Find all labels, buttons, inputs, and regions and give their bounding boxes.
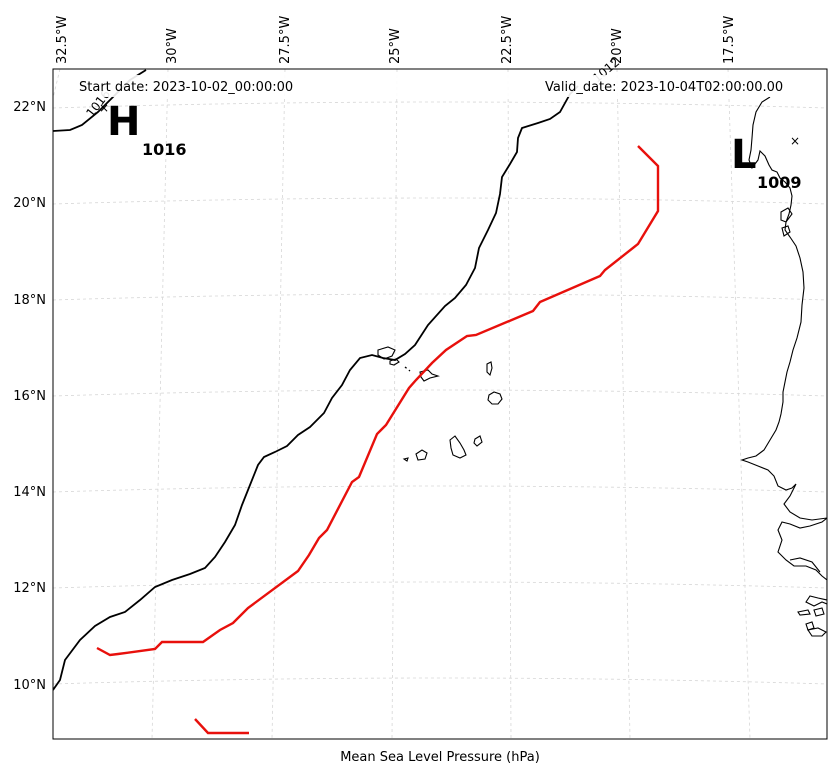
- header-background: [68, 75, 828, 97]
- low-pressure-value: 1009: [757, 173, 802, 192]
- cape-verde-island: [449, 435, 467, 459]
- coastal-island: [805, 621, 815, 631]
- lat-label: 10°N: [13, 678, 46, 693]
- lat-label: 12°N: [13, 581, 46, 596]
- cape-verde-island: [415, 449, 428, 461]
- cape-verde-island: [419, 369, 440, 382]
- gridline-lon: [616, 69, 631, 739]
- cape-verde-island: [487, 391, 503, 405]
- coastal-island: [781, 225, 791, 237]
- high-center-marker: ×: [99, 101, 109, 115]
- cape-verde-island: [473, 435, 483, 447]
- gridline-lat: [53, 677, 827, 685]
- gridline-lat: [53, 101, 827, 109]
- start-date-label: Start date: 2023-10-02_00:00:00: [79, 80, 293, 95]
- gridline-lon: [727, 69, 751, 739]
- lon-label: 22.5°W: [500, 16, 515, 64]
- gridline-lon: [151, 69, 169, 739]
- lon-label: 25°W: [388, 28, 403, 64]
- lon-label: 17.5°W: [722, 16, 737, 64]
- cape-verde-island: [402, 457, 409, 462]
- cape-verde-island: [377, 346, 396, 360]
- x-axis-label: Mean Sea Level Pressure (hPa): [340, 750, 540, 765]
- high-pressure-letter: H: [107, 99, 140, 145]
- cape-verde-island: [486, 361, 493, 377]
- high-pressure-value: 1016: [142, 140, 187, 159]
- valid-date-label: Valid_date: 2023-10-04T02:00:00.00: [545, 80, 783, 95]
- low-center-marker: ×: [790, 134, 800, 148]
- gridline-lat: [53, 581, 827, 589]
- lon-label: 20°W: [610, 28, 625, 64]
- gridline-lat: [53, 293, 827, 301]
- lat-label: 16°N: [13, 389, 46, 404]
- isobar-main: [53, 85, 579, 691]
- gridline-lat: [53, 389, 827, 397]
- coastal-island: [807, 627, 827, 637]
- african-coastline: [740, 96, 827, 607]
- lat-label: 22°N: [13, 100, 46, 115]
- lon-label: 27.5°W: [278, 16, 293, 64]
- coastal-island: [797, 609, 811, 616]
- low-pressure-letter: L: [731, 132, 757, 178]
- lat-label: 14°N: [13, 485, 46, 500]
- longitude-labels: 32.5°W 30°W 27.5°W 25°W 22.5°W 20°W 17.5…: [55, 16, 737, 64]
- african-coastline-inner: [789, 557, 821, 573]
- lat-label: 18°N: [13, 293, 46, 308]
- isobar-highlight: [96, 145, 660, 657]
- lat-label: 20°N: [13, 196, 46, 211]
- coastlines: [377, 96, 827, 637]
- gridline-lon: [53, 69, 61, 99]
- map-frame: [52, 68, 828, 740]
- lon-label: 32.5°W: [55, 16, 70, 64]
- gridline-lat: [53, 197, 827, 205]
- isobars: [53, 69, 660, 735]
- gridline-lat: [53, 485, 827, 493]
- lon-label: 30°W: [165, 28, 180, 64]
- gridline-lon: [507, 69, 512, 739]
- gridline-lon: [271, 69, 286, 739]
- gridline-lon: [391, 69, 398, 739]
- gridlines: [53, 69, 827, 739]
- coastal-island: [780, 207, 793, 223]
- isobar-dotted: [404, 366, 411, 372]
- latitude-labels: 22°N 20°N 18°N 16°N 14°N 12°N 10°N: [13, 100, 46, 693]
- isobar-highlight-lower: [194, 718, 249, 735]
- coastal-island: [813, 607, 825, 617]
